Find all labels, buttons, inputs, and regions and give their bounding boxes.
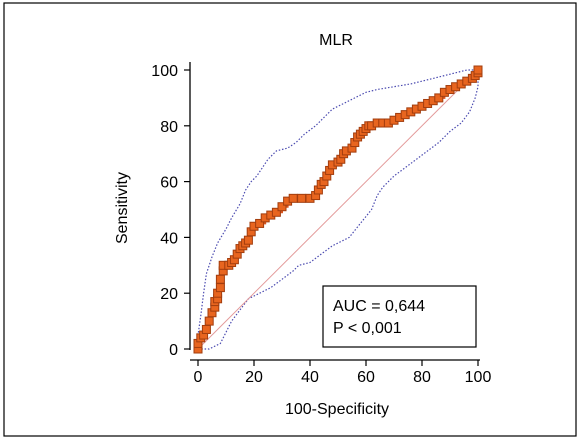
roc-point xyxy=(288,193,298,203)
x-tick-label: 60 xyxy=(357,369,375,386)
roc-point xyxy=(434,93,444,103)
chart-title: MLR xyxy=(319,32,353,49)
roc-point xyxy=(204,316,214,326)
axes xyxy=(189,62,480,361)
roc-markers xyxy=(193,65,483,354)
x-tick-label: 20 xyxy=(245,369,263,386)
y-tick-label: 40 xyxy=(160,230,178,247)
x-tick-label: 100 xyxy=(465,369,492,386)
y-tick-label: 0 xyxy=(169,342,178,359)
roc-point xyxy=(297,193,307,203)
p-value-text: P < 0,001 xyxy=(333,320,402,337)
auc-text: AUC = 0,644 xyxy=(333,298,425,315)
y-tick-label: 80 xyxy=(160,119,178,136)
x-tick-label: 40 xyxy=(301,369,319,386)
roc-point xyxy=(271,207,281,217)
roc-point xyxy=(277,202,287,212)
x-tick-label: 80 xyxy=(413,369,431,386)
roc-point xyxy=(215,274,225,284)
roc-point xyxy=(473,65,483,75)
auc-annotation: AUC = 0,644 P < 0,001 xyxy=(322,285,477,348)
roc-point xyxy=(215,283,225,293)
reference-diagonal-line xyxy=(197,69,479,350)
y-tick-label: 100 xyxy=(151,63,178,80)
y-tick-label: 60 xyxy=(160,175,178,192)
auc-annotation-box xyxy=(322,285,477,348)
y-tick-label: 20 xyxy=(160,286,178,303)
roc-point xyxy=(255,218,265,228)
roc-point xyxy=(243,235,253,245)
y-axis-label: Sensitivity xyxy=(114,172,131,244)
lower-confidence-band-line xyxy=(198,70,479,350)
upper-confidence-band-line xyxy=(197,69,478,349)
x-tick-label: 0 xyxy=(194,369,203,386)
ticks: 0 20 40 60 80 100 0 20 40 60 80 100 xyxy=(151,63,491,386)
roc-point xyxy=(201,324,211,334)
x-axis-label: 100-Specificity xyxy=(285,401,389,418)
